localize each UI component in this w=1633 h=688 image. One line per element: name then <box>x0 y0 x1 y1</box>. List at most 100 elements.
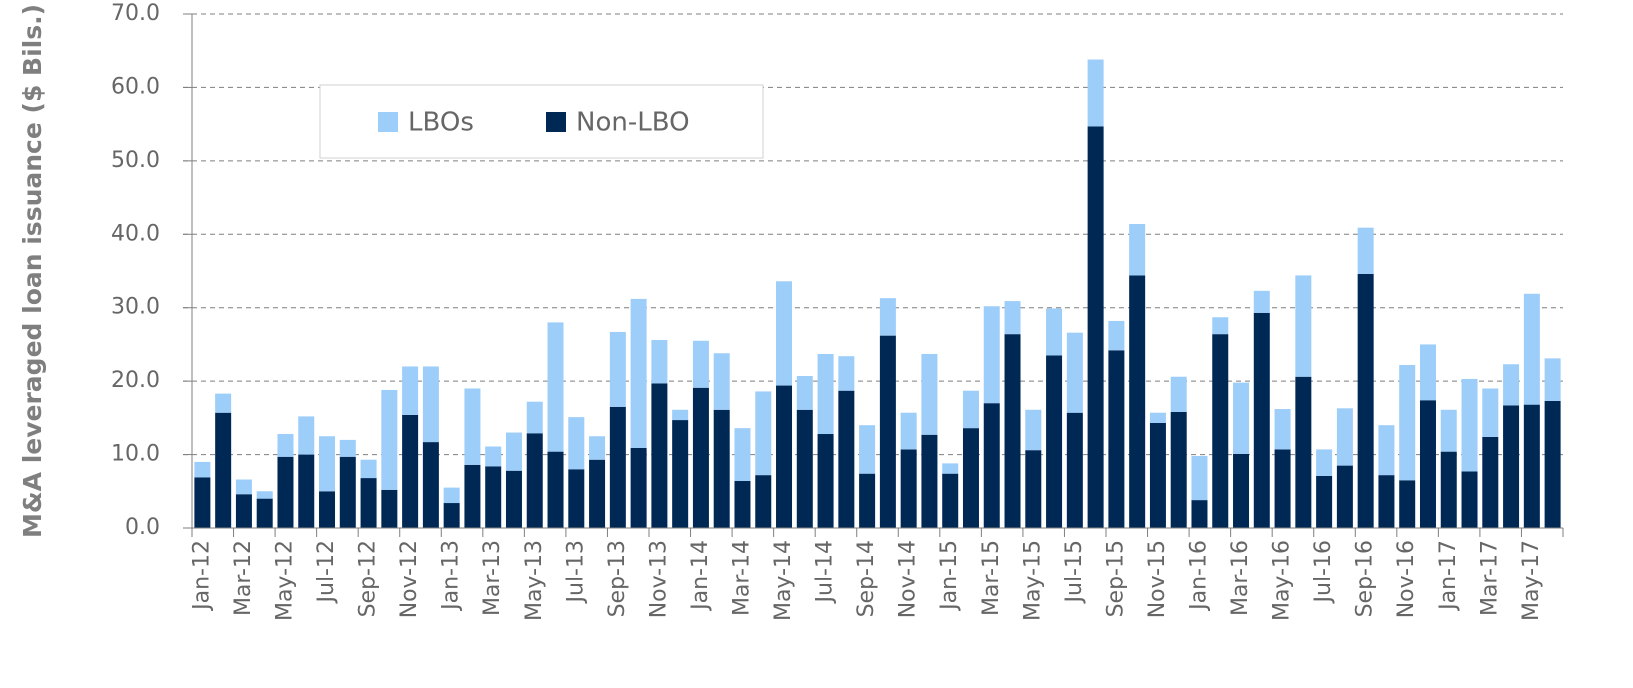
bar <box>672 420 689 528</box>
x-tick-label: Mar-12 <box>231 540 256 616</box>
x-tick-label: Jan-14 <box>688 540 713 612</box>
bar <box>1544 358 1561 401</box>
bar <box>1274 409 1291 450</box>
x-tick-label: Mar-14 <box>729 540 754 616</box>
y-axis-label: M&A leveraged loan issuance ($ Bils.) <box>18 4 47 538</box>
bar <box>235 494 252 528</box>
legend-swatch <box>546 112 566 132</box>
bar <box>464 388 481 465</box>
bar <box>1503 405 1520 528</box>
bar <box>1357 273 1374 528</box>
bar <box>319 436 336 492</box>
bar <box>713 353 730 410</box>
bar <box>1066 332 1083 413</box>
bar <box>962 390 979 429</box>
bar <box>568 469 585 528</box>
bar <box>505 432 522 471</box>
bar <box>360 478 377 528</box>
bar <box>672 409 689 421</box>
bar <box>1440 451 1457 528</box>
bar <box>1523 404 1540 528</box>
bar <box>298 416 315 455</box>
x-tick-label: Jul-12 <box>314 540 339 604</box>
x-tick-label: Mar-17 <box>1477 540 1502 616</box>
bar <box>1316 449 1333 476</box>
bar <box>1191 456 1208 501</box>
bar <box>651 340 668 384</box>
x-tick-label: Nov-13 <box>646 540 671 618</box>
bar <box>277 434 294 457</box>
bar <box>256 498 273 528</box>
bar <box>1191 500 1208 528</box>
x-tick-label: Jan-12 <box>189 540 214 612</box>
x-tick-label: May-15 <box>1020 540 1045 621</box>
y-tick-label: 10.0 <box>111 442 160 467</box>
bar <box>339 456 356 528</box>
y-tick-label: 20.0 <box>111 368 160 393</box>
bar <box>900 412 917 450</box>
bar <box>796 409 813 528</box>
bar <box>1149 422 1166 528</box>
bar <box>402 366 419 415</box>
bar <box>1004 301 1021 335</box>
bar <box>1253 312 1270 528</box>
bar <box>339 439 356 457</box>
bar <box>1295 376 1312 528</box>
bar <box>422 442 439 528</box>
bar <box>1108 320 1125 351</box>
bar <box>194 461 211 478</box>
bar <box>859 425 876 474</box>
bar <box>298 454 315 528</box>
bar <box>1523 293 1540 405</box>
x-tick-label: Sep-16 <box>1353 540 1378 617</box>
x-tick-label: Nov-12 <box>397 540 422 618</box>
bar <box>1129 224 1146 276</box>
bar <box>962 428 979 528</box>
bar <box>713 409 730 528</box>
bar <box>1212 334 1229 528</box>
bar <box>215 412 232 528</box>
bar <box>1316 475 1333 528</box>
x-tick-label: Sep-15 <box>1103 540 1128 617</box>
y-tick-label: 30.0 <box>111 295 160 320</box>
x-tick-label: Jan-13 <box>439 540 464 612</box>
bar <box>1461 378 1478 472</box>
y-tick-label: 50.0 <box>111 148 160 173</box>
bar <box>360 459 377 479</box>
bar <box>547 451 564 528</box>
bar <box>505 470 522 528</box>
bar <box>755 391 772 476</box>
bar <box>776 385 793 528</box>
bar <box>402 414 419 528</box>
bar <box>194 477 211 528</box>
bar <box>443 503 460 528</box>
x-tick-label: Jul-16 <box>1311 540 1336 604</box>
bar <box>1253 290 1270 313</box>
bar <box>983 306 1000 404</box>
bar <box>526 401 543 434</box>
bar <box>734 481 751 528</box>
bar <box>921 434 938 528</box>
bar <box>879 298 896 336</box>
bar <box>1461 471 1478 528</box>
y-tick-label: 40.0 <box>111 221 160 246</box>
x-tick-label: Mar-13 <box>480 540 505 616</box>
x-tick-label: Jul-14 <box>813 540 838 604</box>
bar <box>589 459 606 528</box>
bar <box>1544 400 1561 528</box>
x-tick-label: Mar-16 <box>1228 540 1253 616</box>
bar <box>1399 480 1416 528</box>
bar <box>609 331 626 407</box>
bar <box>1482 388 1499 437</box>
legend-swatch <box>378 112 398 132</box>
bar <box>879 335 896 528</box>
y-tick-label: 60.0 <box>111 74 160 99</box>
bar <box>1378 425 1395 476</box>
bar <box>589 436 606 460</box>
bar <box>859 473 876 528</box>
bar <box>1274 449 1291 528</box>
bar <box>630 447 647 528</box>
bar <box>1025 409 1042 451</box>
bar <box>319 491 336 528</box>
bar <box>547 322 564 452</box>
